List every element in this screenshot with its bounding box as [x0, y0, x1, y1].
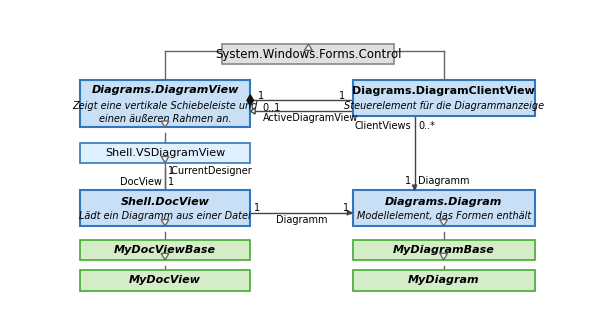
FancyBboxPatch shape: [353, 190, 535, 226]
FancyBboxPatch shape: [222, 44, 394, 64]
Text: Lädt ein Diagramm aus einer Datei: Lädt ein Diagramm aus einer Datei: [79, 211, 251, 221]
FancyBboxPatch shape: [80, 270, 250, 291]
Polygon shape: [161, 219, 169, 226]
Text: 0..*: 0..*: [418, 121, 435, 131]
Text: einen äußeren Rahmen an.: einen äußeren Rahmen an.: [99, 114, 231, 124]
Text: Diagramm: Diagramm: [418, 176, 470, 186]
Polygon shape: [347, 210, 353, 215]
Text: 1: 1: [254, 203, 260, 213]
Polygon shape: [440, 219, 448, 226]
Text: 1: 1: [168, 177, 174, 187]
FancyBboxPatch shape: [353, 80, 535, 116]
Text: CurrentDesigner: CurrentDesigner: [168, 166, 252, 176]
Text: MyDiagram: MyDiagram: [408, 275, 480, 286]
Text: 1: 1: [168, 166, 174, 176]
Polygon shape: [305, 44, 313, 50]
Text: MyDiagramBase: MyDiagramBase: [393, 245, 495, 255]
Polygon shape: [247, 95, 254, 106]
Text: ActiveDiagramView: ActiveDiagramView: [263, 113, 358, 123]
Text: 1: 1: [404, 176, 410, 186]
Text: Diagrams.Diagram: Diagrams.Diagram: [385, 197, 502, 207]
Polygon shape: [161, 157, 169, 163]
FancyBboxPatch shape: [80, 143, 250, 163]
Text: 0..1: 0..1: [263, 103, 281, 113]
Polygon shape: [161, 253, 169, 260]
Text: Diagrams.DiagramClientView: Diagrams.DiagramClientView: [352, 86, 535, 96]
Text: Diagrams.DiagramView: Diagrams.DiagramView: [91, 85, 239, 95]
Text: Diagramm: Diagramm: [276, 215, 327, 225]
Text: Zeigt eine vertikale Schiebeleiste und: Zeigt eine vertikale Schiebeleiste und: [72, 101, 258, 111]
FancyBboxPatch shape: [80, 240, 250, 260]
Text: 1: 1: [339, 91, 345, 101]
Text: Steuerelement für die Diagrammanzeige: Steuerelement für die Diagrammanzeige: [344, 101, 544, 111]
Polygon shape: [250, 108, 255, 114]
Text: System.Windows.Forms.Control: System.Windows.Forms.Control: [215, 48, 401, 61]
Text: ClientViews: ClientViews: [354, 121, 410, 131]
Polygon shape: [412, 185, 417, 190]
FancyBboxPatch shape: [80, 190, 250, 226]
Text: 1: 1: [258, 91, 264, 101]
Text: DocView: DocView: [120, 177, 162, 187]
Text: Shell.DocView: Shell.DocView: [121, 197, 210, 207]
Text: 1: 1: [343, 203, 349, 213]
FancyBboxPatch shape: [80, 80, 250, 127]
Polygon shape: [161, 121, 169, 127]
Text: Shell.VSDiagramView: Shell.VSDiagramView: [105, 148, 225, 158]
FancyBboxPatch shape: [353, 270, 535, 291]
Polygon shape: [440, 253, 448, 260]
Text: MyDocView: MyDocView: [129, 275, 201, 286]
Text: Modellelement, das Formen enthält: Modellelement, das Formen enthält: [356, 211, 531, 221]
Text: MyDocViewBase: MyDocViewBase: [114, 245, 216, 255]
FancyBboxPatch shape: [353, 240, 535, 260]
